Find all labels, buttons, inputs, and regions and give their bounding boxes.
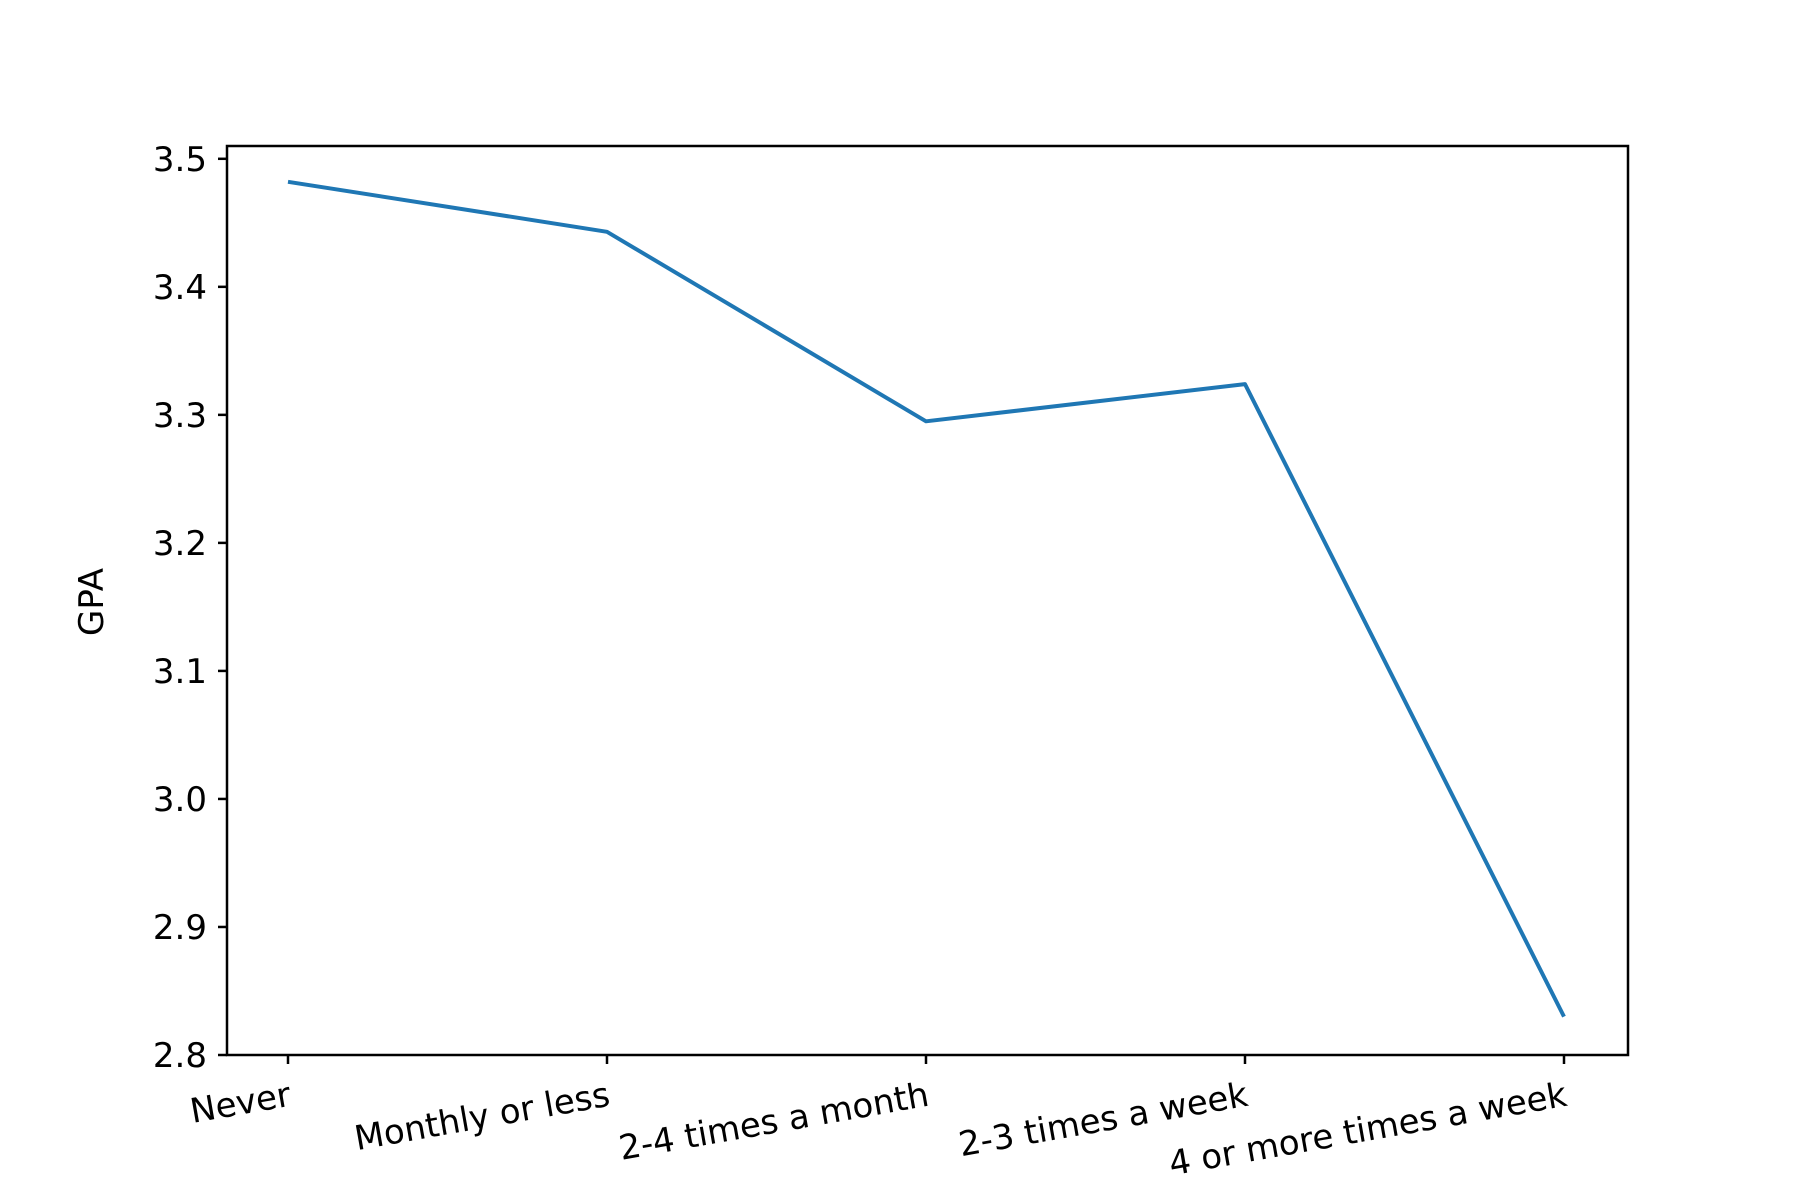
y-tick-label: 3.2 bbox=[153, 524, 207, 564]
y-tick-label: 2.8 bbox=[153, 1036, 207, 1076]
y-tick-label: 3.4 bbox=[153, 268, 207, 308]
y-axis: 2.8 2.9 3.0 3.1 3.2 3.3 3.4 3.5 bbox=[153, 140, 227, 1076]
y-axis-label: GPA bbox=[72, 568, 112, 636]
series-line bbox=[287, 179, 1566, 1018]
y-tick-label: 2.9 bbox=[153, 908, 207, 948]
y-tick-label: 3.3 bbox=[153, 396, 207, 436]
y-tick-label: 3.1 bbox=[153, 652, 207, 692]
y-tick-label: 3.0 bbox=[153, 780, 207, 820]
plot-frame bbox=[225, 144, 1630, 1057]
y-tick-label: 3.5 bbox=[153, 140, 207, 180]
